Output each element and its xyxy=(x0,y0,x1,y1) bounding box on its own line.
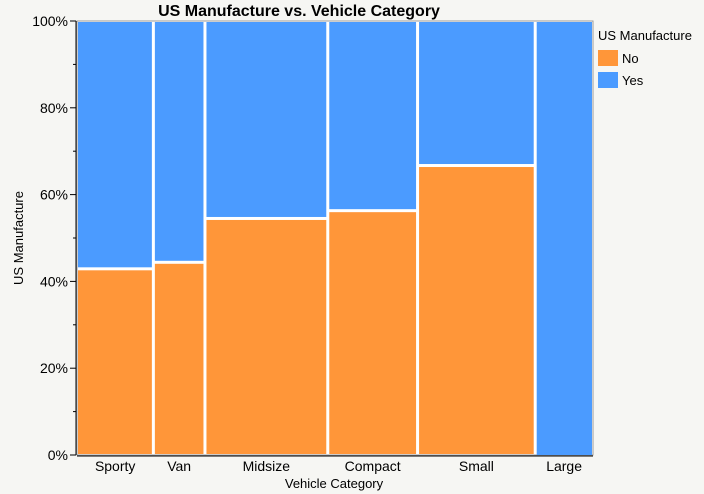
x-tick-label-small: Small xyxy=(459,458,494,474)
y-tick-label: 40% xyxy=(40,273,68,289)
mosaic-cell-large-yes xyxy=(536,22,592,455)
y-tick-label: 20% xyxy=(40,360,68,376)
y-tick-label: 80% xyxy=(40,100,68,116)
x-tick-label-sporty: Sporty xyxy=(95,458,135,474)
mosaic-cell-midsize-yes xyxy=(206,22,327,217)
mosaic-cell-small-yes xyxy=(419,22,534,165)
mosaic-cell-van-yes xyxy=(154,22,204,261)
y-axis: 0% 20% 40% 60% 80% 100% xyxy=(32,13,77,463)
legend-title: US Manufacture xyxy=(598,28,692,43)
x-axis: Sporty Van Midsize Compact Small Large xyxy=(77,455,593,474)
y-tick-label: 0% xyxy=(48,447,68,463)
mosaic-cell-sporty-no xyxy=(78,270,152,454)
legend-label-yes: Yes xyxy=(622,73,644,88)
mosaic-cell-sporty-yes xyxy=(78,22,152,268)
mosaic-cell-small-no xyxy=(419,167,534,454)
x-tick-label-van: Van xyxy=(167,458,191,474)
y-tick-label: 100% xyxy=(32,13,68,29)
chart-title: US Manufacture vs. Vehicle Category xyxy=(158,3,440,20)
legend-swatch-no xyxy=(598,50,618,66)
legend: US Manufacture No Yes xyxy=(598,28,692,88)
y-tick-label: 60% xyxy=(40,187,68,203)
plot-area xyxy=(76,20,594,456)
mosaic-cell-compact-no xyxy=(329,212,417,454)
x-tick-label-midsize: Midsize xyxy=(243,458,291,474)
mosaic-cell-compact-yes xyxy=(329,22,417,210)
y-axis-label: US Manufacture xyxy=(11,191,26,285)
x-tick-label-compact: Compact xyxy=(345,458,401,474)
x-tick-label-large: Large xyxy=(546,458,582,474)
mosaic-cell-van-no xyxy=(154,263,204,454)
legend-label-no: No xyxy=(622,51,639,66)
mosaic-cell-midsize-no xyxy=(206,219,327,454)
legend-swatch-yes xyxy=(598,72,618,88)
x-axis-label: Vehicle Category xyxy=(285,476,384,491)
